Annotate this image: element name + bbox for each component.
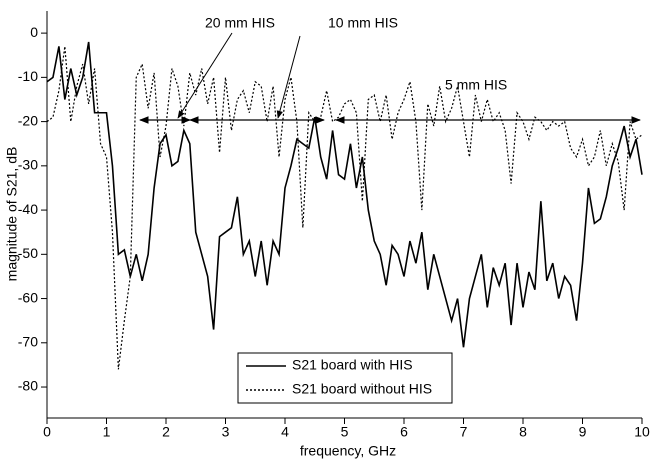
annotation: 10 mm HIS [328,15,398,31]
y-tick-label: -60 [18,289,38,305]
x-tick-label: 2 [162,424,170,440]
x-tick-label: 10 [634,424,650,440]
annotation: 20 mm HIS [205,15,275,31]
x-tick-label: 7 [460,424,468,440]
y-axis-label: magnitude of S21, dB [4,147,20,282]
x-tick-label: 6 [400,424,408,440]
y-tick-label: -80 [18,378,38,394]
x-tick-label: 1 [103,424,111,440]
y-tick-label: -30 [18,157,38,173]
y-tick-label: -40 [18,201,38,217]
y-tick-label: -10 [18,68,38,84]
x-tick-label: 5 [341,424,349,440]
x-tick-label: 8 [519,424,527,440]
y-tick-label: -20 [18,112,38,128]
legend-label: S21 board without HIS [292,381,432,397]
series-line [46,46,643,370]
x-tick-label: 0 [43,424,51,440]
x-tick-label: 3 [222,424,230,440]
x-tick-label: 4 [281,424,289,440]
series-line [46,41,643,348]
y-tick-label: 0 [30,24,38,40]
annotation-pointer [177,32,233,119]
legend-box [237,352,453,404]
legend-label: S21 board with HIS [292,357,413,373]
y-tick-label: -50 [18,245,38,261]
annotation-pointer [276,35,301,119]
x-tick-label: 9 [579,424,587,440]
y-tick-label: -70 [18,333,38,349]
annotation: 5 mm HIS [445,77,507,93]
x-axis-label: frequency, GHz [300,443,396,459]
